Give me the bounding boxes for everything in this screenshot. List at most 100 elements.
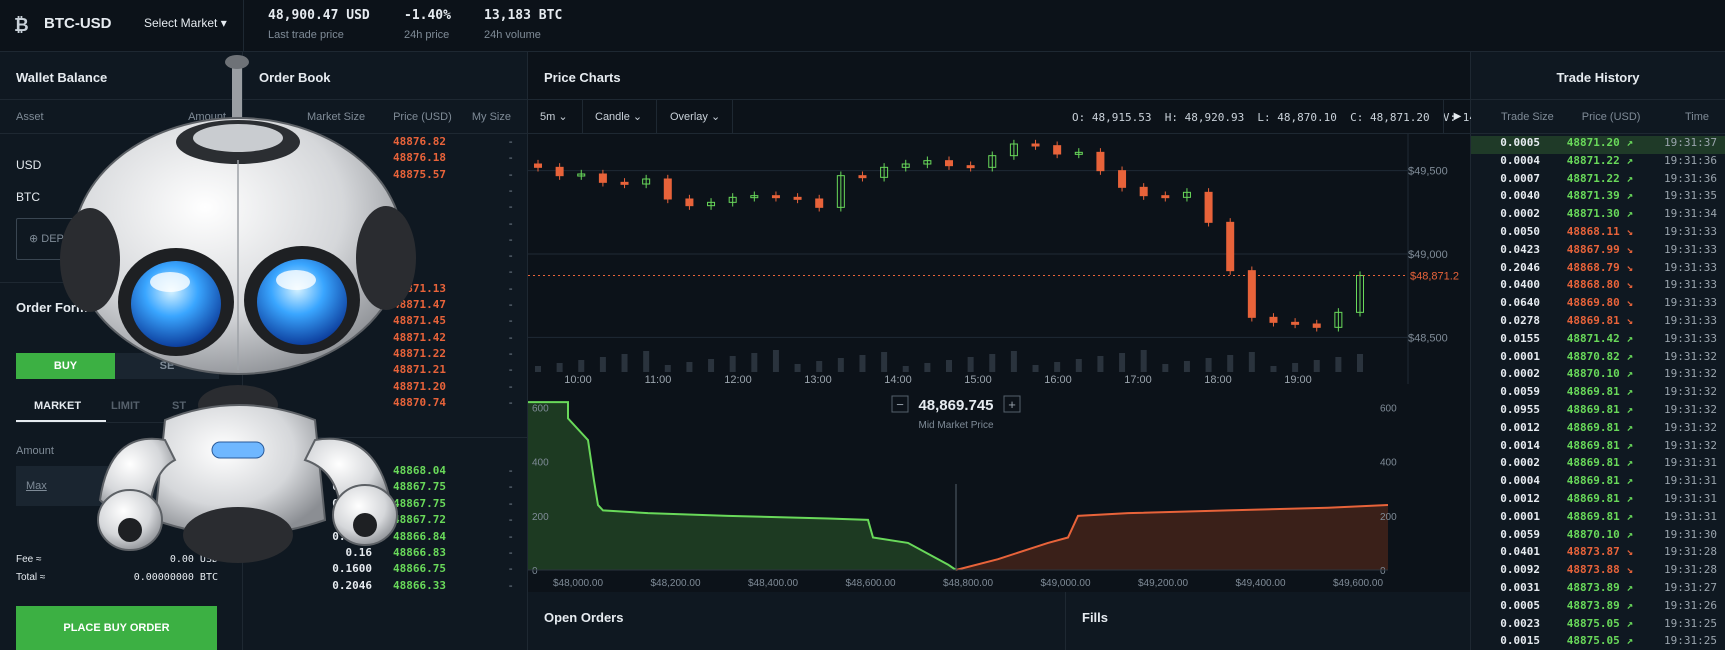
trade-price: 48870.10 ↗ <box>1566 367 1633 381</box>
trade-history-row: 0.0004 48869.81 ↗ 19:31:31 <box>1471 474 1725 492</box>
select-market-dropdown[interactable]: Select Market ▾ <box>144 16 227 30</box>
order-book-ask-row[interactable]: 48871.45 - <box>243 314 528 330</box>
my-size-value: - <box>507 395 514 409</box>
stop-order-tab[interactable]: ST <box>172 400 187 412</box>
trade-time: 19:31:33 <box>1664 314 1717 327</box>
my-size-value: - <box>507 200 514 214</box>
bid-size: 0.16 <box>345 546 373 559</box>
bitcoin-icon: ₿ <box>14 15 29 35</box>
time-axis-label: 15:00 <box>964 374 992 384</box>
price-axis-label: $49,000 <box>1408 249 1448 261</box>
antenna-tip <box>225 55 249 69</box>
my-size-value: - <box>507 330 514 344</box>
order-book-ask-row[interactable]: - <box>243 217 528 233</box>
candle-body <box>1031 143 1040 147</box>
order-book-ask-row[interactable]: 48875.57 - <box>243 168 528 184</box>
depth-y-label-right: 400 <box>1380 458 1397 469</box>
candle-body <box>923 160 932 165</box>
trade-time: 19:31:33 <box>1664 242 1717 256</box>
order-book-ask-row[interactable]: 48871.42 - <box>243 331 528 347</box>
last-trade-stat: 48,900.47 USD Last trade price <box>268 8 370 41</box>
trade-price: 48870.82 ↗ <box>1566 349 1633 363</box>
depth-x-label: $49,200.00 <box>1138 578 1188 589</box>
order-book-bid-row[interactable]: 0.1600 48866.75 - <box>243 562 528 578</box>
order-book-ask-row[interactable]: 48871.20 - <box>243 380 528 396</box>
volume-bar <box>1010 351 1017 372</box>
trade-price: 48870.10 ↗ <box>1566 527 1633 541</box>
market-size-column: Market Size <box>307 110 366 123</box>
head-dome-cap <box>193 124 283 152</box>
order-book-ask-row[interactable]: 48870.74 - <box>243 396 528 412</box>
candle-body <box>1118 170 1127 188</box>
bid-price: 48867.72 <box>393 513 446 527</box>
deposit-icon: ⊕ <box>29 233 42 245</box>
chart-toolbar: 5m ⌄ Candle ⌄ Overlay ⌄ O: 48,915.53 H: … <box>528 100 1476 134</box>
interval-dropdown[interactable]: 5m ⌄ <box>540 110 568 123</box>
trade-size: 0.0012 <box>1500 420 1540 434</box>
bid-depth-line <box>528 401 957 571</box>
order-book-ask-row[interactable]: - <box>243 233 528 249</box>
trade-history-row: 0.0005 48871.20 ↗ 19:31:37 <box>1471 136 1725 154</box>
trade-time: 19:31:32 <box>1664 420 1717 434</box>
my-size-value: - <box>507 135 514 148</box>
trade-history-row: 0.0401 48873.87 ↘ 19:31:28 <box>1471 545 1725 563</box>
candlestick-chart[interactable]: $49,500 $49,000 $48,500 $48,871.2 10:00 11:00… <box>528 134 1471 384</box>
order-book-ask-row[interactable]: - <box>243 184 528 200</box>
trade-time: 19:31:33 <box>1664 225 1717 238</box>
order-book-ask-row[interactable]: - <box>243 265 528 281</box>
order-book-bid-row[interactable]: 0.16 48866.83 - <box>243 546 528 562</box>
trade-history-row: 0.0002 48871.30 ↗ 19:31:34 <box>1471 207 1725 225</box>
market-order-tab[interactable]: MARKET <box>34 400 82 412</box>
order-book-ask-row[interactable]: 48871.47 - <box>243 298 528 314</box>
overlay-dropdown[interactable]: Overlay ⌄ <box>670 110 720 123</box>
order-book-ask-row[interactable]: 48871.21 - <box>243 363 528 379</box>
candle-body <box>945 160 953 167</box>
trade-size: 0.0001 <box>1500 509 1540 523</box>
depth-x-label: $49,600.00 <box>1333 578 1383 589</box>
candle-body <box>685 198 694 207</box>
order-book-ask-row[interactable]: - <box>243 200 528 216</box>
max-link[interactable]: Max <box>26 480 47 492</box>
depth-chart[interactable]: 600 600 400 400 200 200 0 0 $48,000.00 $48,200.00… <box>528 384 1471 592</box>
ask-price: 48876.18 <box>393 151 446 165</box>
trade-size: 0.0040 <box>1500 189 1540 203</box>
order-book-ask-row[interactable]: 48876.82 - <box>243 135 528 151</box>
trade-size: 0.0005 <box>1500 598 1540 612</box>
depth-x-label: $48,800.00 <box>943 578 993 589</box>
volume-bar <box>859 355 866 372</box>
chevron-down-icon: ⌄ <box>632 111 643 123</box>
trade-time: 19:31:32 <box>1664 385 1717 399</box>
trade-history-row: 0.0423 48867.99 ↘ 19:31:33 <box>1471 243 1725 261</box>
volume-bar <box>837 358 844 372</box>
play-icon[interactable]: ▶ <box>1443 100 1471 134</box>
candle-body <box>880 166 889 178</box>
minus-button <box>891 395 909 413</box>
candle-body <box>771 195 780 199</box>
volume-bar <box>708 359 715 372</box>
volume-bar <box>686 362 693 372</box>
trade-price: 48868.80 ↘ <box>1566 278 1633 292</box>
candle-body <box>901 163 910 168</box>
order-book-ask-row[interactable]: - <box>243 249 528 265</box>
place-buy-order-button[interactable]: PLACE BUY ORDER <box>16 606 217 650</box>
volume-label: 24h volume <box>484 29 541 41</box>
left-hand-joint <box>118 518 142 542</box>
volume-bar <box>946 360 952 372</box>
candle-body <box>1356 275 1364 313</box>
time-axis-label: 13:00 <box>804 374 832 384</box>
buy-tab[interactable]: BUY <box>16 353 115 379</box>
candle-body <box>728 196 737 203</box>
my-size-value: - <box>507 513 514 527</box>
my-size-value: - <box>507 216 514 230</box>
trade-history-row: 0.0015 48875.05 ↗ 19:31:25 <box>1471 634 1725 650</box>
trade-time: 19:31:33 <box>1664 278 1717 292</box>
my-size-value: - <box>507 265 514 279</box>
chart-type-dropdown[interactable]: Candle ⌄ <box>595 110 642 123</box>
trade-time: 19:31:28 <box>1664 563 1717 577</box>
order-book-bid-row[interactable]: 0.2046 48866.33 - <box>243 579 528 595</box>
limit-order-tab[interactable]: LIMIT <box>111 400 140 412</box>
volume-bar <box>1205 358 1212 372</box>
order-book-ask-row[interactable]: 48871.22 - <box>243 347 528 363</box>
order-book-ask-row[interactable]: 48876.18 - <box>243 151 528 167</box>
minus-icon: − <box>896 397 904 412</box>
